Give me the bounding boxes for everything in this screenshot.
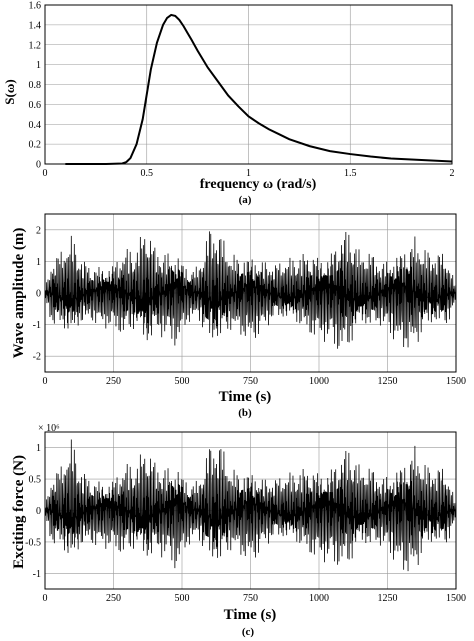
spectrum-x-axis-label: frequency ω (rad/s) (200, 177, 317, 192)
spectrum-y-tick-label: 1.6 (29, 1, 42, 12)
spectrum-y-ticks: 0 0.2 0.4 0.6 0.8 1 1.2 1.4 1.6 (29, 1, 42, 171)
exciting-force-scale-label: × 10⁶ (38, 423, 60, 434)
exciting-force-x-tick-label: 1000 (309, 593, 329, 604)
wave-amplitude-y-tick-label: -1 (33, 320, 41, 331)
spectrum-y-tick-label: 0.2 (29, 140, 42, 151)
wave-amplitude-x-ticks: 0 250 500 750 1000 1250 1500 (43, 376, 467, 387)
spectrum-y-tick-label: 0.8 (29, 80, 42, 91)
exciting-force-y-tick-label: 0 (36, 506, 41, 517)
spectrum-y-tick-label: 0.6 (29, 100, 42, 111)
exciting-force-x-tick-label: 250 (106, 593, 121, 604)
wave-amplitude-x-tick-label: 1250 (378, 376, 398, 387)
exciting-force-y-tick-label: 1 (36, 443, 41, 454)
wave-amplitude-axes-frame (44, 213, 457, 373)
wave-amplitude-y-tick-label: 2 (36, 225, 41, 236)
wave-amplitude-y-tick-label: 0 (36, 289, 41, 300)
exciting-force-y-axis-label: Exciting force (N) (11, 455, 27, 569)
spectrum-x-tick-label: 1 (246, 168, 251, 179)
wave-amplitude-x-tick-label: 1500 (446, 376, 466, 387)
spectrum-x-tick-label: 0.5 (141, 168, 154, 179)
spectrum-y-tick-label: 1 (36, 60, 41, 71)
exciting-force-x-ticks: 0 250 500 750 1000 1250 1500 (43, 593, 467, 604)
wave-amplitude-x-tick-label: 0 (43, 376, 48, 387)
wave-amplitude-x-axis-label: Time (s) (219, 389, 272, 405)
spectrum-x-tick-label: 1.5 (344, 168, 357, 179)
spectrum-axes-frame (44, 4, 453, 165)
spectrum-grid (44, 4, 453, 165)
wave-amplitude-x-tick-label: 750 (243, 376, 258, 387)
spectrum-y-tick-label: 0 (36, 160, 41, 171)
wave-amplitude-y-tick-label: -2 (33, 352, 41, 363)
exciting-force-x-tick-label: 750 (243, 593, 258, 604)
wave-amplitude-y-tick-label: 1 (36, 257, 41, 268)
exciting-force-axes-frame (44, 431, 457, 590)
exciting-force-y-tick-label: 0.5 (29, 475, 42, 486)
exciting-force-x-tick-label: 500 (175, 593, 190, 604)
spectrum-curve (65, 13, 453, 165)
spectrum-y-axis-label: S(ω) (2, 79, 17, 104)
spectrum-y-tick-label: 1.2 (29, 40, 42, 51)
exciting-force-x-axis-label: Time (s) (224, 607, 277, 623)
wave-amplitude-series (44, 231, 457, 349)
exciting-force-series (44, 439, 457, 572)
spectrum-y-tick-label: 1.4 (29, 20, 42, 31)
exciting-force-x-tick-label: 1500 (446, 593, 466, 604)
exciting-force-x-tick-label: 1250 (378, 593, 398, 604)
exciting-force-caption: (c) (242, 626, 255, 638)
spectrum-x-tick-label: 0 (43, 168, 48, 179)
spectrum-x-ticks: 0 0.5 1 1.5 2 (43, 168, 455, 179)
wave-amplitude-x-tick-label: 500 (175, 376, 190, 387)
wave-amplitude-x-tick-label: 250 (106, 376, 121, 387)
spectrum-panel: 0 0.5 1 1.5 2 0 0.2 0.4 0.6 0.8 1 1.2 1.4 1.6 freque… (2, 1, 455, 207)
wave-amplitude-y-axis-label: Wave amplitude (m) (11, 228, 27, 359)
spectrum-caption: (a) (239, 194, 252, 206)
exciting-force-y-tick-label: -1 (33, 569, 41, 580)
exciting-force-y-tick-label: -0.5 (25, 537, 41, 548)
exciting-force-panel: 0 250 500 750 1000 1250 1500 -1 -0.5 0 0.5 1 × 10⁶… (11, 423, 466, 638)
wave-amplitude-x-tick-label: 1000 (309, 376, 329, 387)
exciting-force-y-ticks: -1 -0.5 0 0.5 1 (25, 443, 41, 580)
exciting-force-x-tick-label: 0 (43, 593, 48, 604)
wave-amplitude-caption: (b) (238, 407, 252, 419)
spectrum-x-tick-label: 2 (450, 168, 455, 179)
spectrum-y-tick-label: 0.4 (29, 120, 42, 131)
wave-amplitude-y-ticks: -2 -1 0 1 2 (33, 225, 41, 362)
